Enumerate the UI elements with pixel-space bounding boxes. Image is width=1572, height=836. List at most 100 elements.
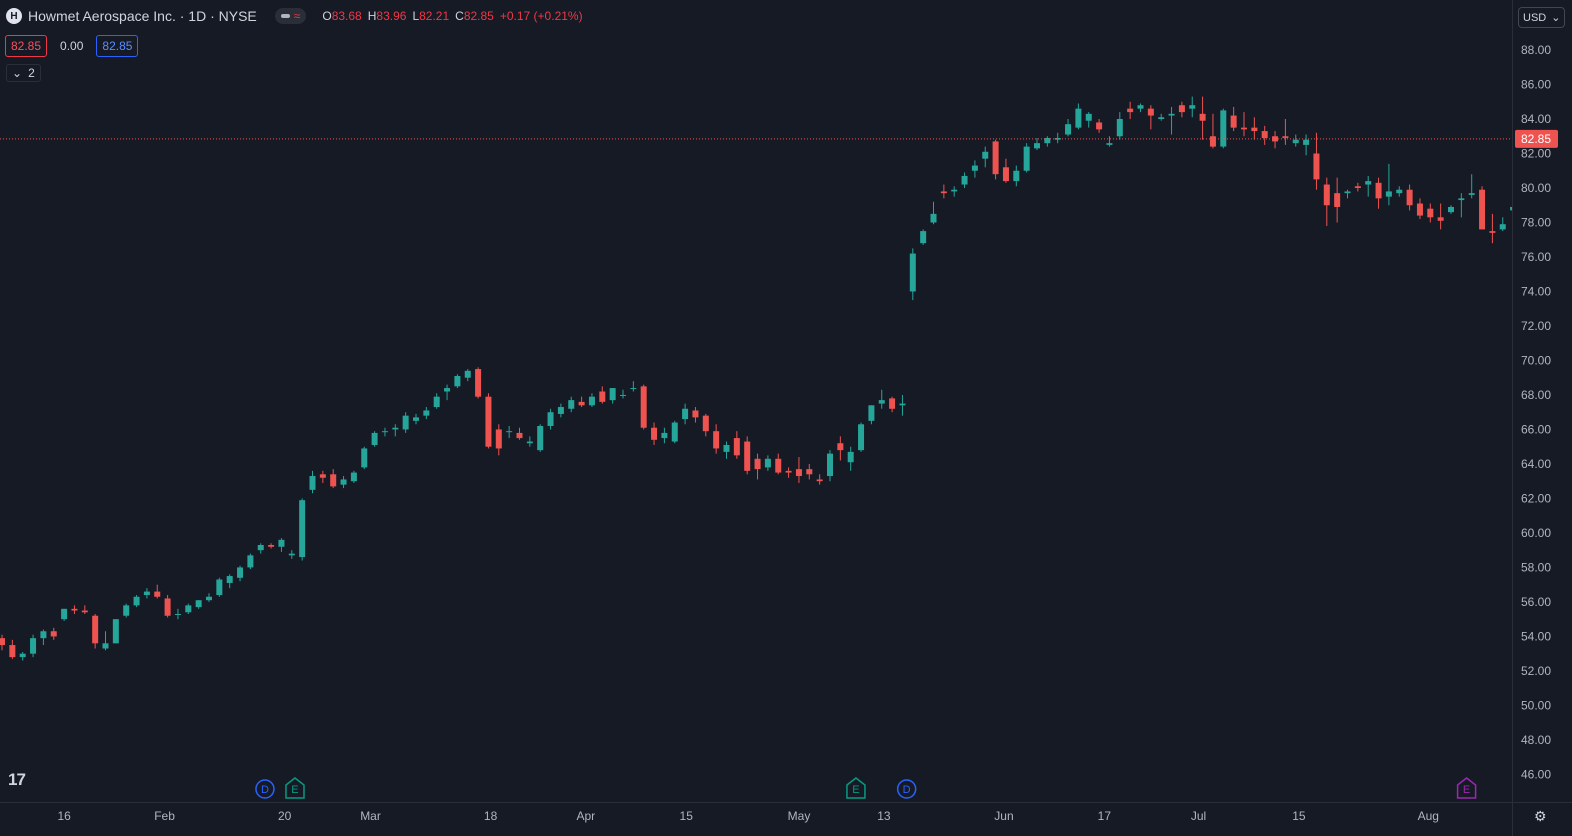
candle-body (858, 424, 865, 451)
candle-body (640, 386, 647, 428)
candle-body (961, 175, 968, 185)
candle-body (1510, 206, 1512, 211)
candle-body (216, 579, 223, 596)
candle-body (1127, 108, 1134, 113)
candle-body (185, 605, 192, 613)
candle-body (827, 453, 833, 477)
candle-body (889, 398, 896, 409)
candle-body (1396, 189, 1403, 194)
candle-body (537, 426, 544, 451)
candle-body (195, 600, 202, 608)
y-tick-label: 64.00 (1521, 457, 1551, 471)
candle-body (123, 605, 130, 616)
candle-body (744, 441, 751, 471)
time-axis[interactable]: 2416Feb20Mar18Apr15May13Jun17Jul15Aug (0, 802, 1512, 836)
candle-body (1334, 193, 1341, 207)
candle-body (40, 631, 47, 639)
candle-body (992, 141, 999, 175)
candle-body (1354, 186, 1361, 188)
candle-body (1479, 189, 1486, 230)
last-price-badge (1515, 129, 1558, 148)
candle-body (1499, 224, 1506, 230)
indicators-toggle[interactable]: ⌄ 2 (6, 64, 41, 82)
minus-icon[interactable] (280, 14, 290, 18)
candle-body (733, 438, 740, 456)
candle-body (547, 412, 554, 427)
high-value: 83.96 (376, 9, 407, 23)
candle-body (402, 415, 409, 430)
candle-body (350, 472, 357, 482)
company-logo-icon: H (6, 8, 22, 24)
candle-body (1158, 117, 1165, 120)
candle-body (1199, 113, 1206, 121)
trade-buttons: 82.85 0.00 82.85 (5, 35, 139, 57)
candle-body (475, 369, 482, 397)
candle-body (81, 610, 88, 613)
candle-body (506, 431, 513, 433)
candle-body (764, 458, 771, 468)
candle-body (1230, 115, 1237, 128)
candle-body (713, 431, 720, 449)
x-tick-label: 17 (1098, 809, 1112, 823)
y-tick-label: 74.00 (1521, 284, 1551, 298)
candle-body (557, 407, 564, 414)
candle-body (485, 396, 492, 447)
earnings-marker-icon[interactable] (285, 777, 305, 799)
candle-body (630, 388, 637, 390)
earnings-marker-icon[interactable] (846, 777, 866, 799)
candle-body (1116, 119, 1123, 137)
chevron-down-icon: ⌄ (12, 66, 23, 80)
candle-body (588, 396, 595, 406)
candle-body (1065, 124, 1072, 135)
sell-price-button[interactable]: 82.85 (5, 35, 48, 57)
candle-body (661, 432, 668, 439)
event-letter: E (1463, 784, 1470, 796)
y-tick-label: 52.00 (1521, 664, 1551, 678)
event-letter: D (903, 784, 911, 796)
chart-type-toggle[interactable]: ≈ (274, 8, 307, 24)
y-tick-label: 76.00 (1521, 250, 1551, 264)
ohlc-key: C (455, 9, 464, 23)
candle-body (526, 441, 533, 444)
close-value: 82.85 (463, 9, 494, 23)
earnings-marker-icon[interactable] (1456, 777, 1477, 799)
buy-price-button[interactable]: 82.85 (96, 35, 139, 57)
candle-body (1365, 181, 1372, 185)
y-tick-label: 60.00 (1521, 526, 1551, 540)
settings-gear-icon[interactable]: ⚙ (1534, 808, 1547, 824)
candle-body (1427, 208, 1434, 218)
price-axis[interactable]: 46.00 48.00 50.00 52.00 54.00 56.00 58.00 60.00… (1512, 0, 1572, 802)
x-tick-label: Apr (576, 809, 595, 823)
low-value: 82.21 (419, 9, 450, 23)
candle-body (940, 191, 947, 194)
candle-body (495, 429, 502, 449)
candle-body (1437, 217, 1444, 221)
y-tick-label: 58.00 (1521, 560, 1551, 574)
ohlc-key: L (412, 9, 420, 23)
candle-body (1241, 127, 1247, 130)
currency-selector[interactable]: USD ⌄ (1518, 7, 1566, 28)
candle-body (257, 545, 264, 551)
candle-body (878, 400, 885, 404)
y-tick-label: 56.00 (1521, 595, 1551, 609)
x-tick-label: 20 (278, 809, 292, 823)
candle-body (1344, 191, 1351, 194)
tradingview-logo-icon[interactable]: 17 (8, 770, 26, 789)
candle-body (578, 401, 585, 406)
candle-body (1002, 167, 1009, 182)
wave-icon[interactable]: ≈ (293, 9, 301, 23)
dividend-marker-icon[interactable] (896, 779, 917, 799)
candle-body (516, 432, 523, 439)
candle-body (620, 394, 626, 396)
candle-body (1034, 143, 1040, 149)
symbol-title[interactable]: Howmet Aerospace Inc. · 1D · NYSE (28, 8, 257, 24)
candle-body (930, 213, 937, 223)
candle-body (1448, 206, 1454, 213)
ohlc-legend: O83.68 H83.96 L82.21 C82.85 +0.17 (+0.21… (322, 9, 582, 23)
change-value: +0.17 (+0.21%) (499, 9, 583, 23)
candle-body (723, 444, 730, 452)
candle-body (92, 615, 99, 644)
dividend-marker-icon[interactable] (255, 779, 275, 799)
candle-body (775, 458, 782, 473)
